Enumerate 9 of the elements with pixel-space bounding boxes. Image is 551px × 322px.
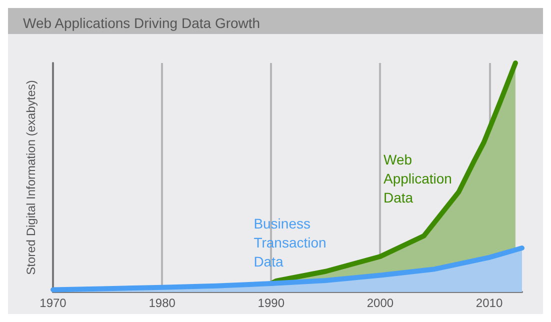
- chart-title: Web Applications Driving Data Growth: [23, 15, 260, 31]
- y-axis-title: Stored Digital Information (exabytes): [24, 80, 38, 275]
- x-tick-label: 1980: [148, 296, 176, 310]
- series-label: Web Application Data: [383, 152, 452, 206]
- x-tick-label: 2000: [366, 296, 394, 310]
- x-tick-label: 1990: [258, 296, 285, 310]
- series-label: Business Transaction Data: [254, 216, 326, 270]
- x-tick-label: 2010: [476, 296, 503, 310]
- x-tick-label: 1970: [40, 296, 67, 310]
